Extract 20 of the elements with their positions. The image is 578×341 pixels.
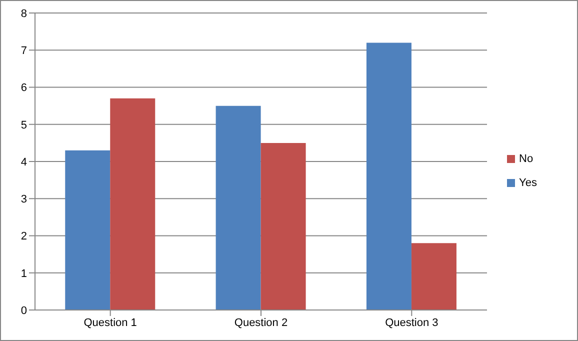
legend-label: No	[519, 152, 534, 164]
bar	[260, 142, 306, 310]
bar	[411, 243, 456, 310]
bar	[216, 106, 261, 310]
y-tick-label: 8	[20, 8, 27, 20]
x-tick-label: Question 3	[385, 316, 438, 329]
bar	[110, 98, 156, 310]
y-tick-label: 0	[20, 304, 27, 317]
y-tick-label: 3	[20, 194, 27, 206]
bar	[65, 150, 110, 310]
x-tick-label: Question 1	[84, 316, 137, 329]
y-tick-label: 6	[20, 82, 27, 94]
bar	[366, 42, 412, 310]
y-tick-label: 4	[20, 156, 27, 168]
y-tick-label: 2	[20, 230, 27, 243]
x-tick-label: Question 2	[234, 316, 288, 329]
y-tick-label: 5	[20, 119, 27, 132]
y-tick-label: 7	[20, 45, 27, 58]
y-tick-label: 1	[20, 268, 27, 280]
legend-label: Yes	[519, 176, 537, 188]
